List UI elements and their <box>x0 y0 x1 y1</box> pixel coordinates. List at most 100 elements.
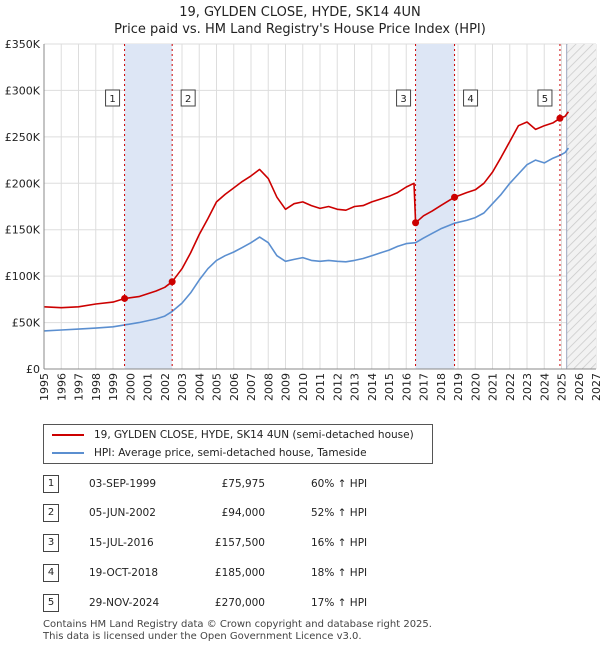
table-row: 4 19-OCT-2018 £185,000 18% ↑ HPI <box>43 564 463 584</box>
sale-number: 2 <box>43 504 59 522</box>
x-tick-label: 2008 <box>262 373 275 401</box>
property-price-line <box>43 111 570 309</box>
x-tick-label: 2000 <box>124 373 137 401</box>
y-tick-label: £350K <box>5 38 41 51</box>
sale-point <box>168 278 176 286</box>
axes: £0 £50K £100K £150K £200K £250K £300K £350K 1995… <box>5 38 600 401</box>
x-tick-label: 2001 <box>142 373 155 401</box>
footer: Contains HM Land Registry data © Crown c… <box>43 619 432 643</box>
x-tick-label: 2002 <box>159 373 172 401</box>
sale-label-box <box>537 89 553 107</box>
sale-label-text: 3 <box>400 94 406 105</box>
sale-hpi-change: 60% ↑ HPI <box>311 478 368 490</box>
sale-hpi-change: 17% ↑ HPI <box>311 597 368 609</box>
sale-hpi-change: 18% ↑ HPI <box>311 567 368 579</box>
x-tick-label: 1999 <box>107 373 120 401</box>
x-tick-label: 1995 <box>38 373 51 401</box>
legend: 19, GYLDEN CLOSE, HYDE, SK14 4UN (semi-d… <box>43 424 433 464</box>
shaded-period <box>415 44 455 369</box>
x-tick-label: 2012 <box>331 373 344 401</box>
x-tick-label: 1998 <box>90 373 103 401</box>
sale-date: 15-JUL-2016 <box>89 537 154 549</box>
y-tick-label: £0 <box>26 363 40 376</box>
sale-number: 1 <box>43 475 59 493</box>
sale-price: £270,000 <box>214 597 265 609</box>
x-tick-label: 2025 <box>556 373 569 401</box>
sale-label-text: 1 <box>109 94 115 105</box>
chart-title: 19, GYLDEN CLOSE, HYDE, SK14 4UN <box>179 5 421 20</box>
x-tick-label: 2010 <box>297 373 310 401</box>
y-tick-label: £100K <box>5 270 41 283</box>
sale-number: 3 <box>43 534 59 552</box>
x-tick-label: 2017 <box>418 373 431 401</box>
x-tick-label: 2015 <box>383 373 396 401</box>
sale-markers: 1 2 3 4 5 <box>105 44 564 369</box>
sale-date: 29-NOV-2024 <box>89 597 160 609</box>
sale-date: 05-JUN-2002 <box>89 507 156 519</box>
sale-point <box>556 114 564 122</box>
legend-label-property: 19, GYLDEN CLOSE, HYDE, SK14 4UN (semi-d… <box>94 429 414 441</box>
x-tick-label: 2020 <box>469 373 482 401</box>
x-tick-label: 2026 <box>573 373 586 401</box>
legend-item-hpi: HPI: Average price, semi-detached house,… <box>52 445 367 461</box>
x-tick-label: 1997 <box>73 373 86 401</box>
sale-number: 4 <box>43 564 59 582</box>
x-tick-label: 2022 <box>504 373 517 401</box>
table-row: 1 03-SEP-1999 £75,975 60% ↑ HPI <box>43 475 463 495</box>
x-tick-label: 2009 <box>280 373 293 401</box>
x-tick-label: 2011 <box>314 373 327 401</box>
sale-hpi-change: 52% ↑ HPI <box>311 507 368 519</box>
table-row: 5 29-NOV-2024 £270,000 17% ↑ HPI <box>43 594 463 614</box>
x-tick-label: 2004 <box>193 373 206 401</box>
sale-label: 3 <box>396 89 412 107</box>
x-tick-label: 2021 <box>487 373 500 401</box>
footer-license: This data is licensed under the Open Gov… <box>43 631 362 642</box>
table-row: 3 15-JUL-2016 £157,500 16% ↑ HPI <box>43 534 463 554</box>
shaded-periods <box>124 44 596 369</box>
price-chart: 1 2 3 4 5 £0 £50K £100K £150K £200K £250K £300K £35… <box>5 38 600 401</box>
sale-hpi-change: 16% ↑ HPI <box>311 537 368 549</box>
sale-price: £94,000 <box>221 507 265 519</box>
sale-label-box <box>463 89 479 107</box>
y-tick-label: £150K <box>5 224 41 237</box>
sale-number: 5 <box>43 594 59 612</box>
sale-point <box>412 219 420 227</box>
shaded-period <box>124 44 173 369</box>
hpi-line <box>43 147 570 332</box>
sale-label-text: 2 <box>185 94 191 105</box>
sale-label: 2 <box>180 89 196 107</box>
y-tick-label: £300K <box>5 84 41 97</box>
sale-label: 5 <box>537 89 553 107</box>
legend-item-property: 19, GYLDEN CLOSE, HYDE, SK14 4UN (semi-d… <box>52 427 414 443</box>
table-row: 2 05-JUN-2002 £94,000 52% ↑ HPI <box>43 504 463 524</box>
x-tick-label: 2024 <box>538 373 551 401</box>
sale-label-text: 4 <box>467 94 473 105</box>
legend-label-hpi: HPI: Average price, semi-detached house,… <box>94 447 367 459</box>
footer-copyright: Contains HM Land Registry data © Crown c… <box>43 619 432 630</box>
sale-date: 03-SEP-1999 <box>89 478 157 490</box>
sale-price: £185,000 <box>214 567 265 579</box>
sale-point <box>121 294 129 302</box>
sale-point <box>451 193 459 201</box>
x-tick-label: 2023 <box>521 373 534 401</box>
legend-swatch-hpi <box>52 452 84 454</box>
x-tick-label: 2006 <box>228 373 241 401</box>
y-tick-label: £200K <box>5 177 41 190</box>
future-hatch <box>566 44 596 369</box>
y-tick-label: £50K <box>12 317 41 330</box>
x-tick-label: 2003 <box>176 373 189 401</box>
sale-label: 1 <box>105 89 121 107</box>
sale-price: £75,975 <box>221 478 265 490</box>
x-tick-label: 2016 <box>400 373 413 401</box>
x-tick-label: 2018 <box>435 373 448 401</box>
sale-price: £157,500 <box>214 537 265 549</box>
chart-title-block: 19, GYLDEN CLOSE, HYDE, SK14 4UN Price p… <box>0 4 600 38</box>
sale-label-text: 5 <box>542 94 548 105</box>
x-tick-label: 2019 <box>452 373 465 401</box>
x-tick-label: 2007 <box>245 373 258 401</box>
sale-label-box <box>396 89 412 107</box>
x-tick-label: 2027 <box>590 373 600 401</box>
chart-subtitle: Price paid vs. HM Land Registry's House … <box>114 22 486 37</box>
x-tick-label: 1996 <box>55 373 68 401</box>
sale-date: 19-OCT-2018 <box>89 567 158 579</box>
